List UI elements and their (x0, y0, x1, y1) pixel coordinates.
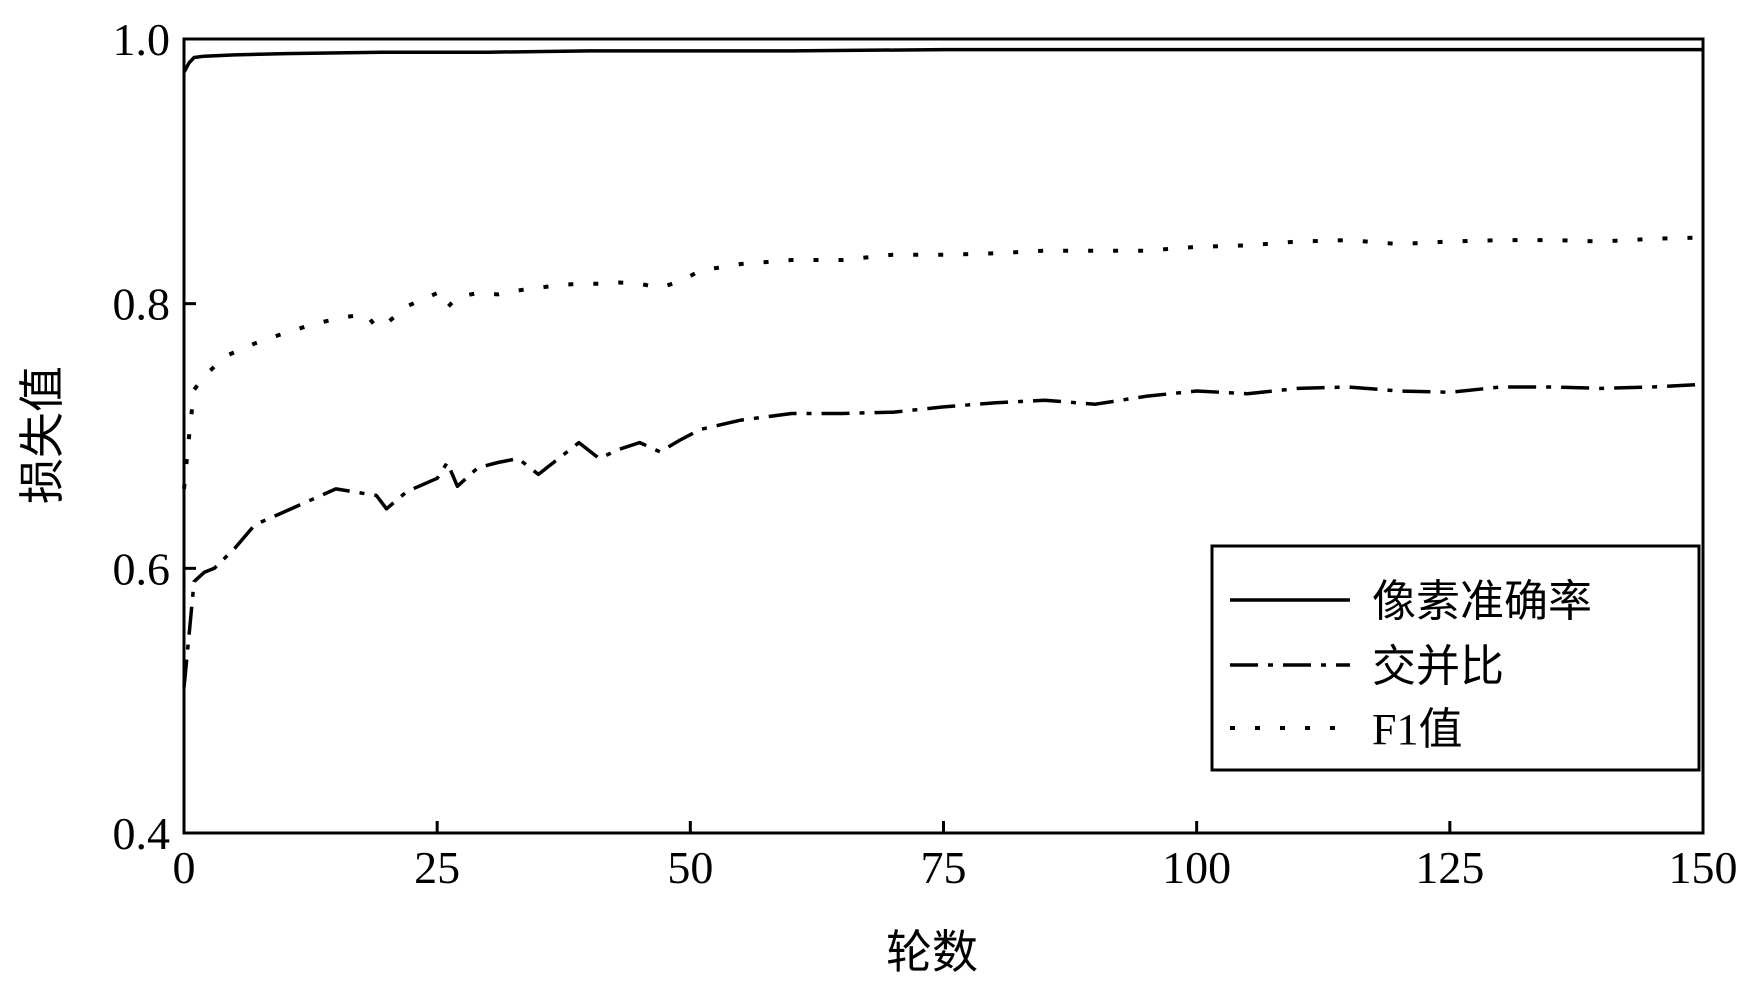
series-line-2 (182, 235, 1704, 490)
legend-label-1: 交并比 (1372, 641, 1504, 692)
x-axis-title: 轮数 (886, 925, 978, 979)
y-tick-label: 0.4 (113, 808, 171, 859)
legend-label-0: 像素准确率 (1372, 576, 1592, 627)
y-tick-label: 0.6 (113, 543, 171, 594)
x-tick-label: 50 (667, 842, 713, 893)
series-lines (182, 47, 1704, 688)
x-tick-label: 150 (1669, 842, 1738, 893)
x-axis-ticks: 0 25 50 75 100 125 150 (173, 821, 1738, 893)
series-line-0 (182, 47, 1703, 73)
series-line-1 (182, 382, 1704, 688)
y-axis-title: 损失值 (15, 366, 69, 504)
x-tick-label: 25 (414, 842, 460, 893)
y-tick-label: 0.8 (113, 279, 171, 330)
x-tick-label: 0 (173, 842, 196, 893)
legend-label-2: F1值 (1372, 705, 1462, 754)
y-axis-ticks: 0.4 0.6 0.8 1.0 (113, 14, 196, 859)
x-tick-label: 100 (1162, 842, 1231, 893)
legend-box (1210, 544, 1701, 772)
y-tick-label: 1.0 (113, 14, 171, 65)
x-tick-label: 75 (921, 842, 967, 893)
x-tick-label: 125 (1415, 842, 1484, 893)
